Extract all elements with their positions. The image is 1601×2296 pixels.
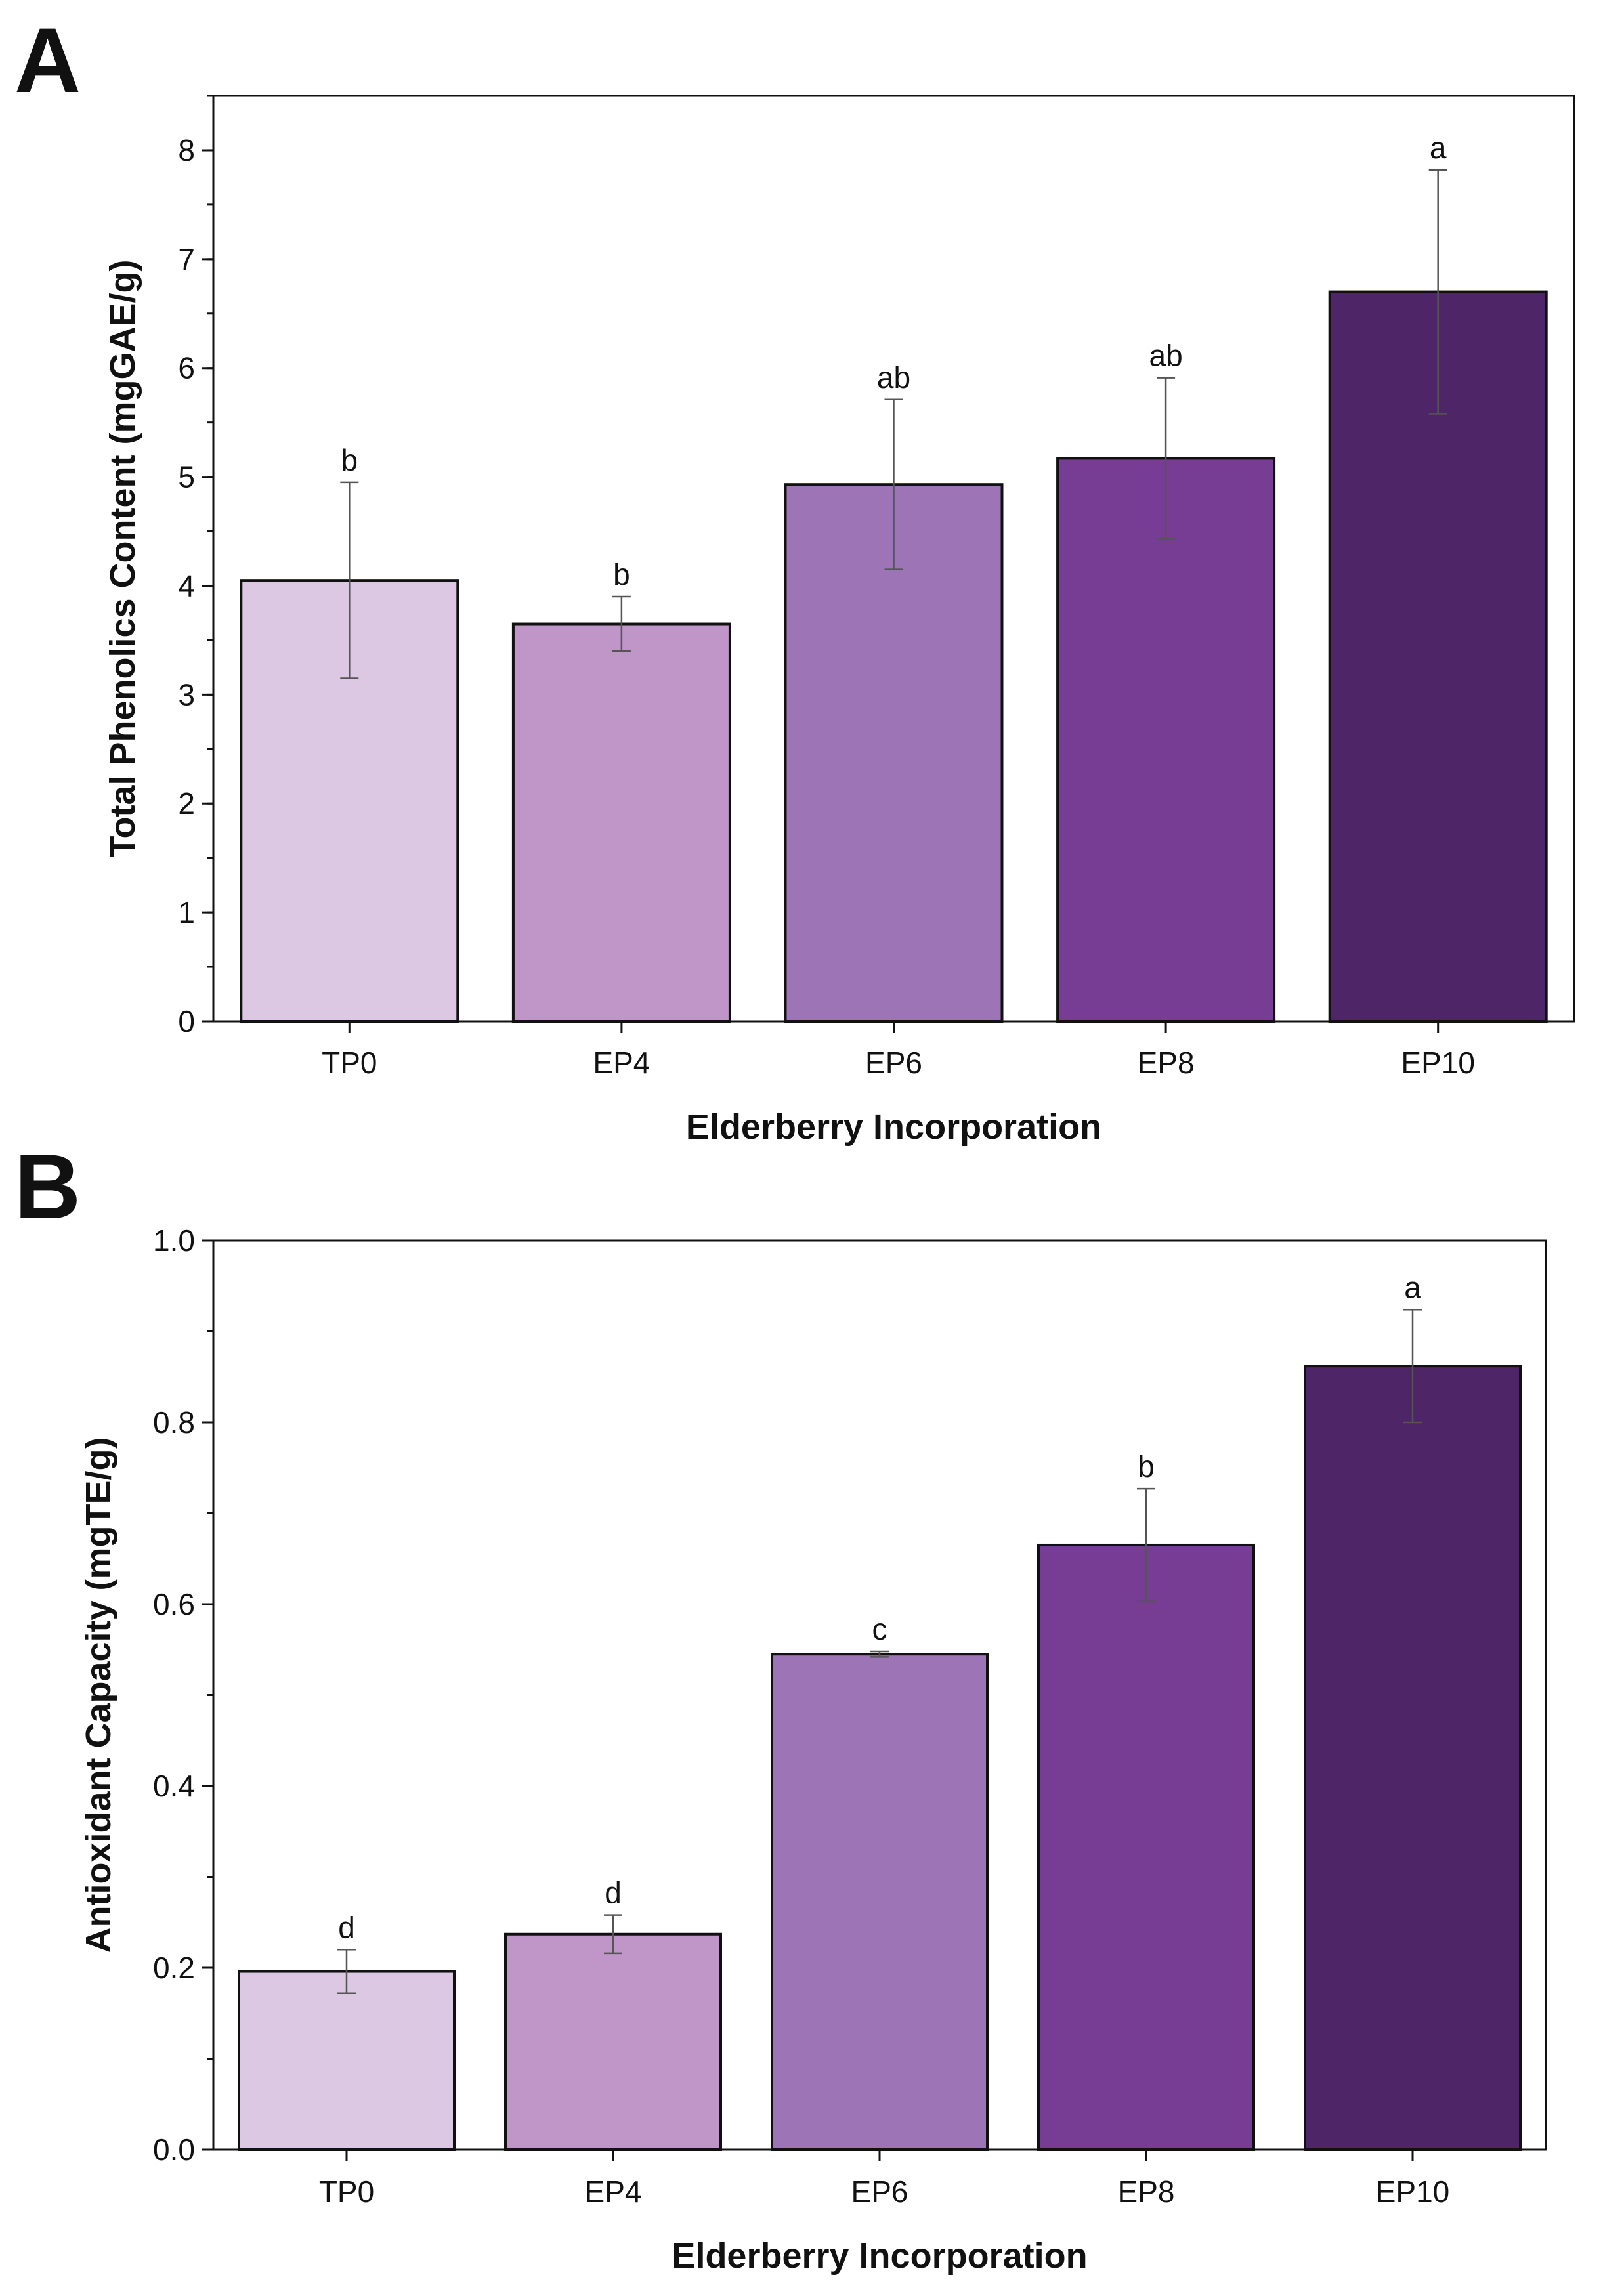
panel-a-y-tick-label: 5 <box>178 460 195 494</box>
panel-a-y-tick-label: 2 <box>178 786 195 820</box>
panel-a-y-tick-label: 6 <box>178 351 195 385</box>
panel-b-x-tick-label-tp0: TP0 <box>319 2175 374 2209</box>
panel-b-bar-ep6 <box>771 1653 989 2152</box>
panel-a-x-tick-label-ep4: EP4 <box>593 1046 650 1080</box>
panel-a: A 0 1 2 3 4 5 6 7 8 b TP0 b EP4 ab EP6 ab EP8 a EP10 Elderb… <box>14 9 1575 1147</box>
panel-b: B 0.0 0.2 0.4 0.6 0.8 1.0 d TP0 d EP4 c EP6 b EP8 a EP1… <box>14 1135 1547 2276</box>
panel-b-significance-label-ep10: a <box>1404 1270 1421 1304</box>
panel-a-bar-ep4 <box>511 622 731 1023</box>
panel-a-y-tick-label: 8 <box>178 133 195 167</box>
panel-b-y-tick-label: 1.0 <box>153 1223 195 1258</box>
panel-a-letter: A <box>14 9 81 112</box>
panel-a-y-tick-label: 4 <box>178 568 195 603</box>
panel-b-y-tick-label: 0.4 <box>153 1769 195 1803</box>
panel-a-significance-label-ep4: b <box>613 557 630 591</box>
panel-b-x-tick-label-ep4: EP4 <box>585 2175 642 2209</box>
panel-b-x-axis-title: Elderberry Incorporation <box>672 2236 1087 2276</box>
panel-b-x-tick-label-ep8: EP8 <box>1118 2175 1175 2209</box>
panel-b-letter: B <box>14 1135 81 1238</box>
panel-a-y-tick-label: 3 <box>178 677 195 712</box>
panel-b-bar-ep10 <box>1304 1365 1522 2151</box>
panel-b-significance-label-ep4: d <box>605 1876 622 1910</box>
panel-b-significance-label-ep6: c <box>872 1612 887 1646</box>
panel-b-y-tick-label: 0.2 <box>153 1951 195 1985</box>
panel-a-x-tick-label-ep10: EP10 <box>1401 1046 1475 1080</box>
panel-a-x-tick-label-ep6: EP6 <box>865 1046 922 1080</box>
panel-b-x-tick-label-ep6: EP6 <box>851 2175 908 2209</box>
panel-a-significance-label-tp0: b <box>341 443 358 477</box>
panel-b-x-tick-label-ep10: EP10 <box>1376 2175 1450 2209</box>
panel-a-chart: 0 1 2 3 4 5 6 7 8 b TP0 b EP4 ab EP6 ab EP8 a EP10 Elderber… <box>103 95 1575 1147</box>
panel-b-y-tick-label: 0.8 <box>153 1405 195 1439</box>
panel-b-significance-label-tp0: d <box>338 1910 355 1944</box>
panel-a-x-axis-title: Elderberry Incorporation <box>686 1107 1101 1147</box>
panel-a-y-tick-label: 0 <box>178 1004 195 1038</box>
panel-b-y-tick-label: 0.6 <box>153 1587 195 1621</box>
panel-b-chart: 0.0 0.2 0.4 0.6 0.8 1.0 d TP0 d EP4 c EP6 b EP8 a EP10 E… <box>79 1223 1547 2276</box>
panel-a-significance-label-ep10: a <box>1430 131 1447 165</box>
panel-a-x-tick-label-tp0: TP0 <box>322 1046 377 1080</box>
panel-a-y-tick-label: 1 <box>178 895 195 929</box>
panel-a-x-tick-label-ep8: EP8 <box>1138 1046 1195 1080</box>
panel-a-significance-label-ep8: ab <box>1149 339 1183 373</box>
panel-a-y-tick-label: 7 <box>178 242 195 276</box>
panel-a-bar-ep8 <box>1056 457 1276 1023</box>
panel-b-significance-label-ep8: b <box>1138 1449 1155 1483</box>
panel-b-bar-ep4 <box>504 1932 722 2151</box>
panel-a-significance-label-ep6: ab <box>877 360 910 394</box>
panel-a-y-axis-title: Total Phenolics Content (mgGAE/g) <box>103 260 142 858</box>
panel-b-bar-ep8 <box>1037 1543 1255 2152</box>
panel-b-y-tick-label: 0.0 <box>153 2133 195 2167</box>
panel-b-bar-tp0 <box>238 1970 456 2152</box>
panel-b-y-axis-title: Antioxidant Capacity (mgTE/g) <box>79 1437 118 1953</box>
